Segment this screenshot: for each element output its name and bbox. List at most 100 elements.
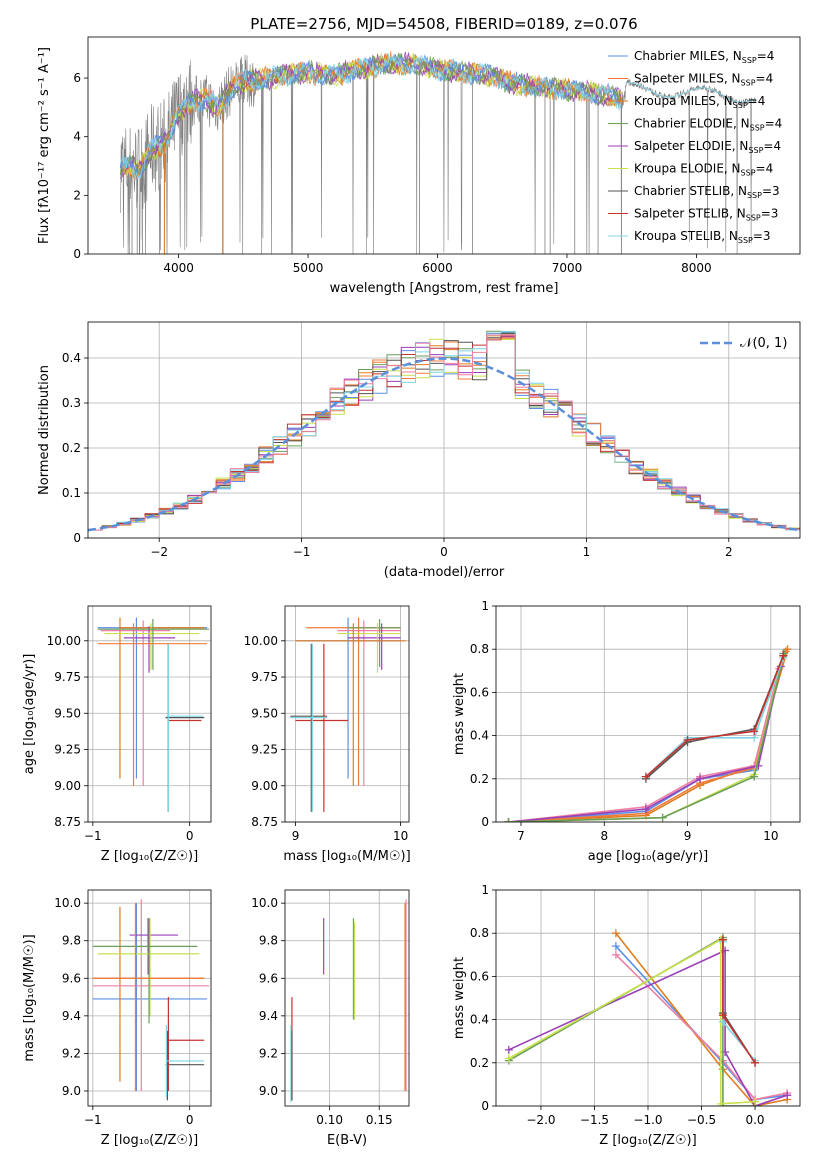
- axes-frame: [495, 889, 801, 1107]
- model-spectrum: [120, 52, 622, 178]
- y-tick-label: 10.0: [54, 896, 81, 910]
- legend-tail: =3: [761, 207, 779, 221]
- x-tick-label: 8000: [681, 261, 712, 275]
- legend-text: Salpeter STELIB, N: [634, 207, 746, 221]
- y-tick-label: 9.2: [259, 1046, 278, 1060]
- plot-area: [504, 929, 792, 1106]
- y-tick-label: 9.75: [251, 670, 278, 684]
- legend-text: Kroupa STELIB, N: [634, 229, 738, 243]
- y-tick-label: 9.50: [54, 706, 81, 720]
- legend: 𝒩(0, 1): [700, 336, 787, 351]
- y-tick-label: 9.4: [259, 1009, 278, 1023]
- x-tick-label: 6000: [422, 261, 453, 275]
- series-marker: [751, 1058, 760, 1067]
- x-tick-label: −2.0: [526, 1113, 555, 1127]
- errorbar-point: [295, 623, 406, 786]
- axes-frame: [284, 889, 410, 1107]
- y-tick-label: 9.8: [259, 934, 278, 948]
- weight-series: [718, 935, 760, 1067]
- series-line: [722, 939, 756, 1064]
- panel-mass_z: −1 0 9.0 9.2 9.4 9.6 9.8 10.0 Z [log₁₀(Z/Z☉)] mas…: [22, 889, 212, 1148]
- legend-entry: Kroupa MILES, NSSP=4: [634, 94, 765, 110]
- series-marker: [750, 772, 759, 781]
- series-line: [508, 655, 785, 822]
- axes-frame: [495, 605, 801, 823]
- axes-frame: [87, 321, 801, 539]
- legend-entry: Kroupa STELIB, NSSP=3: [634, 229, 771, 245]
- x-axis-label: (data-model)/error: [384, 565, 505, 580]
- series-line: [722, 939, 756, 1064]
- legend-text: Chabrier ELODIE, N: [634, 117, 750, 131]
- y-axis-label: Flux [fλ10⁻¹⁷ erg cm⁻² s⁻¹ A⁻¹]: [37, 47, 52, 244]
- y-tick-label: 8.75: [251, 815, 278, 829]
- errorbar-point: [97, 619, 210, 670]
- plot-area: [88, 330, 800, 532]
- series-line: [645, 655, 785, 780]
- legend-text: Salpeter MILES, N: [634, 72, 741, 86]
- weight-series: [504, 647, 790, 822]
- x-tick-label: 10: [393, 829, 408, 843]
- x-axis-label: age [log₁₀(age/yr)]: [588, 849, 709, 864]
- weight-series: [641, 651, 788, 781]
- y-axis-label: age [log₁₀(age/yr)]: [22, 654, 37, 775]
- y-tick-label: 9.0: [259, 1084, 278, 1098]
- legend-entry: Kroupa ELODIE, NSSP=4: [634, 162, 773, 178]
- errorbar-point: [97, 623, 208, 786]
- axes-frame: [87, 36, 801, 255]
- x-tick-label: 10: [763, 829, 778, 843]
- x-tick-label: 0.10: [316, 1113, 343, 1127]
- legend-tail: =3: [753, 229, 771, 243]
- errorbar-point: [337, 620, 401, 786]
- x-tick-label: 9: [684, 829, 692, 843]
- model-spectrum: [120, 54, 622, 180]
- y-axis-label: mass [log₁₀(M/M☉)]: [22, 934, 37, 1061]
- errorbar-point: [290, 643, 328, 812]
- series-marker: [716, 1099, 725, 1106]
- x-tick-label: −1.0: [633, 1113, 662, 1127]
- series-line: [508, 668, 780, 822]
- errorbar-point: [290, 643, 328, 812]
- legend-entry: Salpeter STELIB, NSSP=3: [634, 207, 778, 223]
- y-tick-label: 10.00: [244, 634, 278, 648]
- errorbar-point: [348, 623, 401, 670]
- errorbar-point: [165, 643, 205, 812]
- y-tick-label: 9.00: [251, 779, 278, 793]
- x-tick-label: 7000: [552, 261, 583, 275]
- x-tick-label: 9: [292, 829, 300, 843]
- series-marker: [718, 935, 727, 944]
- series-marker: [783, 1091, 792, 1100]
- series-marker: [718, 1011, 727, 1020]
- legend-text: Kroupa ELODIE, N: [634, 162, 741, 176]
- normal-curve: [88, 357, 800, 532]
- x-tick-label: −0.5: [687, 1113, 716, 1127]
- x-tick-label: 7: [517, 829, 525, 843]
- series-marker: [751, 1097, 760, 1106]
- errorbar-point: [295, 643, 349, 812]
- legend-entry: 𝒩(0, 1): [740, 336, 787, 351]
- series-line: [615, 932, 788, 1106]
- legend-tail: =4: [748, 94, 766, 108]
- y-tick-label: 9.8: [62, 934, 81, 948]
- series-line: [722, 941, 756, 1062]
- x-tick-label: 8: [600, 829, 608, 843]
- y-tick-label: 0.6: [470, 685, 489, 699]
- plot-area: [290, 617, 406, 812]
- y-tick-label: 0.2: [470, 772, 489, 786]
- x-tick-label: 5000: [293, 261, 324, 275]
- model-spectrum: [120, 51, 622, 179]
- legend-tail: =4: [756, 72, 774, 86]
- x-axis-label: wavelength [Angstrom, rest frame]: [330, 281, 559, 296]
- legend-subscript: SSP: [741, 169, 756, 178]
- legend-subscript: SSP: [746, 214, 761, 223]
- series-line: [615, 954, 788, 1101]
- legend-subscript: SSP: [742, 56, 757, 65]
- errorbar-point: [166, 643, 204, 812]
- errorbar-point: [337, 623, 401, 673]
- plot-area: [120, 51, 756, 254]
- y-tick-label: 9.6: [62, 971, 81, 985]
- errorbar-point: [167, 643, 202, 812]
- y-tick-label: 9.25: [251, 743, 278, 757]
- series-marker: [641, 805, 650, 814]
- y-tick-label: 0: [73, 247, 81, 261]
